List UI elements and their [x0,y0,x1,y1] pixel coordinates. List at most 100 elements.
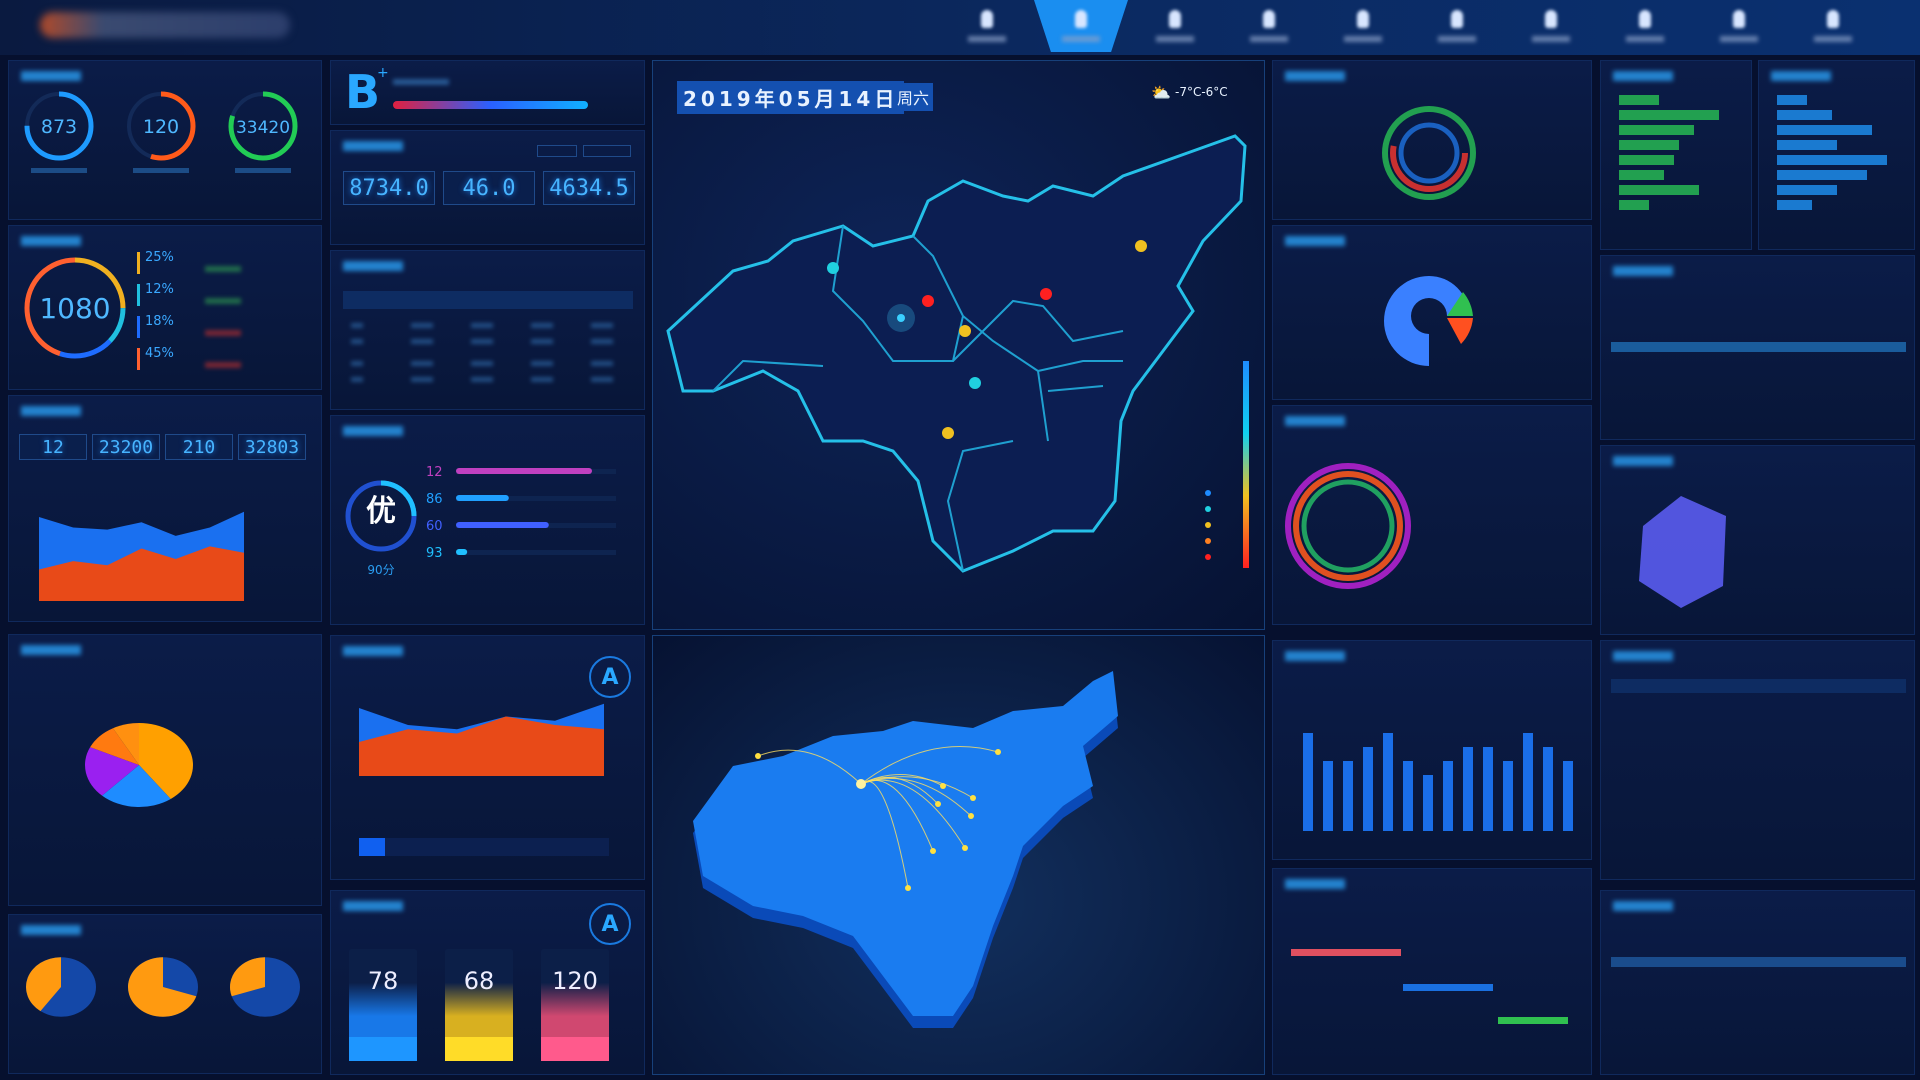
hbar [1619,110,1719,120]
bar [1563,761,1573,831]
panel-title [1285,71,1345,81]
nav-icon [1263,10,1275,28]
flight-line-map[interactable] [653,636,1266,1076]
map-outline [666,134,1247,573]
stat-box: 12 [19,434,87,460]
district-marker[interactable] [827,262,839,274]
cost-percent: 25% [145,250,174,265]
area-chart [39,511,244,601]
small-pie-slice [230,957,265,997]
nav-item[interactable] [1692,0,1786,52]
rating-chart: 12 86 60 93 [345,465,616,561]
hbar [1619,185,1699,195]
bar [1483,747,1493,831]
panel-title [343,901,403,911]
hbar [1619,125,1694,135]
flight-line [860,779,966,849]
district-marker[interactable] [1135,240,1147,252]
hbar [1777,95,1807,105]
equipment-card[interactable]: 68 [445,949,513,1061]
rating-panel: 12 86 60 93 优 90分 [330,415,645,625]
date-label: 2019年05月14日 [677,81,905,114]
legend-swatch [1205,506,1211,512]
panel-title [1285,651,1345,661]
rating-bar-fill [456,495,509,501]
location-marker[interactable] [897,314,905,322]
flight-target [970,795,976,801]
hbar [1777,110,1832,120]
dropdown[interactable] [583,145,631,157]
nav-icon [1639,10,1651,28]
card-value: 120 [552,967,598,995]
nav-icon [1733,10,1745,28]
flight-target [930,848,936,854]
rating-bar-fill [456,522,549,528]
nav-icon [1169,10,1181,28]
hbar [1619,155,1674,165]
scroll-thumb[interactable] [359,838,385,856]
panel-title [1285,236,1345,246]
stat-box: 32803 [238,434,306,460]
cost-panel: 1080 25% 12% 18% 45% [8,225,322,390]
rating-score: 90分 [367,563,395,577]
area-series-b [39,546,244,601]
panel-title [343,426,403,436]
nav-item[interactable] [1786,0,1880,52]
panel-title [1285,879,1345,889]
table-header [1611,679,1906,693]
district-marker[interactable] [942,427,954,439]
nav-item[interactable] [1504,0,1598,52]
map-panel: 2019年05月14日 周六 ⛅ -7°C-6°C [652,60,1265,630]
grade-sup: + [377,65,389,81]
table-header [343,291,633,309]
district-marker[interactable] [922,295,934,307]
flight-line [860,746,999,785]
panel-title [1613,456,1673,466]
district-marker[interactable] [969,377,981,389]
district-marker[interactable] [1040,288,1052,300]
nav-item[interactable] [1316,0,1410,52]
bar-chart [1303,733,1573,831]
flight-target [755,753,761,759]
gauge-value: 120 [143,116,179,138]
nav-item[interactable] [1222,0,1316,52]
bar [1303,733,1313,831]
top-bar [0,0,1920,55]
hbar [1777,170,1867,180]
heat-value-box: 4634.5 [543,171,635,205]
equipment-card[interactable]: 78 [349,949,417,1061]
selected-row[interactable] [1611,957,1906,967]
rating-bar-num: 12 [426,465,443,480]
nav-icon [1827,10,1839,28]
nav-item[interactable] [1410,0,1504,52]
map-districts [712,225,1124,572]
dropdown[interactable] [537,145,577,157]
hbar [1619,170,1664,180]
scrollbar[interactable] [359,838,609,856]
pie-slice [112,723,139,765]
rating-bar-fill [456,549,468,555]
daily-table-panel [330,250,645,410]
cost-percent: 18% [145,314,174,329]
pie-chart [84,723,193,807]
bar [1423,775,1433,831]
cost-percent: 12% [145,282,174,297]
district-marker[interactable] [959,325,971,337]
grade-bar [393,101,588,109]
hbar-chart [1777,95,1887,210]
equipment-grade-badge: A [589,903,631,945]
table-panel-2 [1600,640,1915,880]
rating-bar-fill [456,468,592,474]
flight-target [962,845,968,851]
selected-row[interactable] [1611,342,1906,352]
nav-item[interactable] [1598,0,1692,52]
equipment-card[interactable]: 120 [541,949,609,1061]
gauge-value: 33420 [236,118,290,138]
nav-item[interactable] [1128,0,1222,52]
nav-item[interactable] [940,0,1034,52]
region-map[interactable] [653,61,1266,631]
cost-ring-segment [24,257,126,359]
map-3d-top [693,671,1118,1016]
right-rose-panel [1272,225,1592,400]
nav-item[interactable] [1034,0,1128,52]
